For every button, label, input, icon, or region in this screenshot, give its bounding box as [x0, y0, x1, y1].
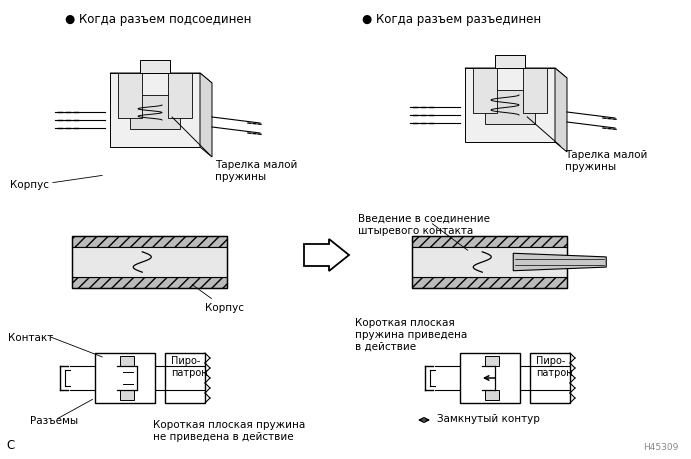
- Text: Тарелка малой
пружины: Тарелка малой пружины: [172, 117, 297, 182]
- FancyBboxPatch shape: [485, 356, 499, 366]
- Polygon shape: [130, 95, 180, 129]
- Text: Корпус: Корпус: [192, 285, 244, 313]
- Text: Корпус: Корпус: [10, 180, 49, 190]
- Text: C: C: [6, 439, 15, 452]
- Text: Замкнутый контур: Замкнутый контур: [437, 414, 540, 424]
- FancyBboxPatch shape: [73, 277, 227, 288]
- Polygon shape: [485, 90, 535, 124]
- Polygon shape: [555, 68, 567, 152]
- Polygon shape: [465, 68, 555, 142]
- Text: Тарелка малой
пружины: Тарелка малой пружины: [527, 117, 647, 172]
- FancyBboxPatch shape: [473, 68, 497, 113]
- FancyBboxPatch shape: [413, 247, 567, 277]
- FancyBboxPatch shape: [495, 55, 525, 68]
- FancyBboxPatch shape: [168, 73, 192, 118]
- Text: Короткая плоская
пружина приведена
в действие: Короткая плоская пружина приведена в дей…: [355, 318, 467, 351]
- Text: Разъемы: Разъемы: [30, 416, 78, 426]
- Text: Контакт: Контакт: [8, 333, 53, 343]
- Text: ● Когда разъем подсоединен: ● Когда разъем подсоединен: [65, 13, 252, 26]
- FancyBboxPatch shape: [73, 236, 227, 247]
- Text: Пиро-
патрон: Пиро- патрон: [536, 356, 573, 378]
- Polygon shape: [110, 73, 212, 83]
- Polygon shape: [110, 73, 200, 147]
- FancyBboxPatch shape: [460, 353, 520, 403]
- Text: Введение в соединение
штыревого контакта: Введение в соединение штыревого контакта: [358, 214, 490, 235]
- Text: Пиро-
патрон: Пиро- патрон: [171, 356, 207, 378]
- FancyBboxPatch shape: [120, 390, 134, 400]
- Polygon shape: [200, 73, 212, 157]
- FancyBboxPatch shape: [165, 353, 205, 403]
- FancyBboxPatch shape: [485, 390, 499, 400]
- FancyBboxPatch shape: [140, 60, 170, 73]
- FancyBboxPatch shape: [118, 73, 142, 118]
- FancyBboxPatch shape: [73, 247, 227, 277]
- FancyArrow shape: [304, 239, 349, 271]
- Text: Короткая плоская пружина
не приведена в действие: Короткая плоская пружина не приведена в …: [153, 420, 305, 442]
- FancyBboxPatch shape: [413, 236, 567, 247]
- FancyBboxPatch shape: [523, 68, 547, 113]
- Text: ● Когда разъем разъединен: ● Когда разъем разъединен: [362, 13, 541, 26]
- FancyBboxPatch shape: [530, 353, 570, 403]
- FancyBboxPatch shape: [413, 277, 567, 288]
- Text: H45309: H45309: [643, 443, 679, 452]
- FancyBboxPatch shape: [120, 356, 134, 366]
- Polygon shape: [513, 253, 606, 271]
- FancyBboxPatch shape: [95, 353, 155, 403]
- Polygon shape: [465, 68, 567, 78]
